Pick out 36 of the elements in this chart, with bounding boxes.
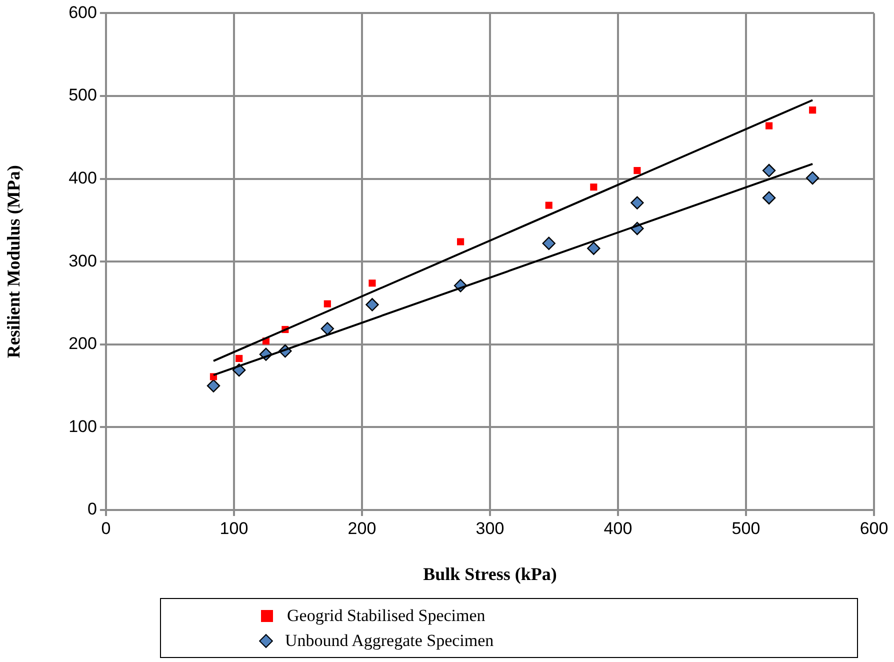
point: [324, 300, 331, 308]
x-tick-label: 300: [476, 518, 504, 538]
y-tick-label: 600: [68, 2, 97, 22]
point: [634, 166, 641, 174]
x-tick-label: 400: [604, 518, 632, 538]
legend-label: Unbound Aggregate Specimen: [285, 630, 494, 650]
point: [545, 202, 552, 209]
legend-label: Geogrid Stabilised Specimen: [287, 606, 486, 626]
x-axis-title: Bulk Stress (kPa): [423, 564, 557, 584]
y-tick-label: 300: [68, 251, 97, 270]
x-tick-label: 500: [732, 518, 760, 538]
y-tick-label: 0: [87, 500, 97, 519]
point: [766, 122, 773, 130]
x-tick-label: 0: [101, 518, 111, 538]
point: [320, 322, 334, 336]
point: [587, 242, 600, 255]
y-tick-label: 100: [68, 416, 97, 436]
y-tick-label: 500: [68, 86, 97, 105]
y-tick-label: 200: [68, 334, 97, 354]
point: [457, 238, 464, 246]
point: [762, 164, 776, 178]
y-tick-label: 400: [68, 168, 97, 188]
point: [809, 106, 816, 114]
point: [630, 196, 644, 210]
point: [368, 280, 376, 287]
point: [590, 184, 598, 191]
point: [542, 236, 556, 250]
point: [206, 379, 220, 392]
point: [366, 298, 379, 312]
point: [762, 191, 776, 204]
y-axis-title: Resilient Modulus (MPa): [3, 165, 24, 358]
point: [806, 171, 820, 185]
x-tick-label: 100: [220, 518, 248, 538]
point: [236, 354, 243, 362]
x-tick-label: 200: [348, 518, 376, 538]
x-tick-label: 600: [860, 518, 888, 538]
